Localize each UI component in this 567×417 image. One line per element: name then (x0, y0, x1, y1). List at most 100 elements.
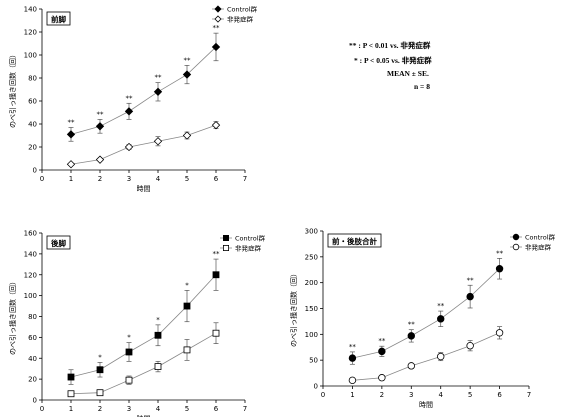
x-axis-label: 時間 (137, 185, 151, 193)
data-point (124, 107, 134, 116)
x-tick-label: 4 (156, 405, 161, 413)
y-tick-label: 150 (305, 305, 318, 313)
significance-mark: ** (126, 94, 134, 102)
sample-size-note: n = 8 (414, 82, 430, 91)
significance-mark: ** (496, 249, 504, 257)
legend-marker (222, 234, 229, 241)
chart-title: 前・後肢合計 (332, 236, 377, 246)
data-point (153, 87, 163, 96)
significance-mark: ** (184, 56, 192, 64)
y-tick-label: 250 (305, 253, 318, 261)
series-line (70, 332, 217, 395)
data-point (96, 366, 104, 374)
data-point (211, 120, 221, 130)
data-point (66, 160, 76, 169)
significance-mark: ** (467, 276, 475, 284)
y-axis-label: のべ引っ掻き回数（回） (8, 51, 17, 128)
significance-mark: * (127, 334, 131, 342)
x-tick-label: 3 (409, 391, 413, 399)
y-tick-label: 0 (314, 383, 318, 391)
legend-label: Control群 (235, 234, 265, 243)
x-tick-label: 6 (497, 391, 502, 399)
data-point (183, 302, 191, 310)
x-tick-label: 1 (350, 391, 354, 399)
series-non-onset (67, 322, 220, 398)
data-point (378, 374, 386, 382)
chart-title: 後脚 (51, 238, 66, 248)
data-point (348, 376, 357, 385)
data-point (466, 342, 474, 350)
y-tick-label: 140 (24, 6, 37, 14)
x-tick-label: 4 (438, 391, 443, 399)
legend-label: 非発症群 (235, 244, 262, 253)
x-axis-label: 時間 (137, 415, 151, 417)
y-tick-label: 60 (28, 334, 37, 342)
data-point (407, 362, 415, 370)
y-tick-label: 80 (28, 313, 37, 321)
x-tick-label: 0 (40, 405, 44, 413)
y-axis-label: のべ引っ掻き回数（回） (8, 278, 17, 355)
data-point (495, 265, 504, 273)
y-tick-label: 0 (33, 397, 37, 405)
data-point (212, 329, 220, 337)
series-control: ** ** ** ** ** ** (66, 24, 221, 142)
x-tick-label: 7 (243, 405, 247, 413)
data-point (211, 42, 221, 52)
significance-mark: * (185, 281, 189, 289)
significance-mark: ** (97, 110, 105, 118)
y-tick-label: 140 (24, 250, 37, 258)
legend-label: Control群 (525, 233, 555, 242)
series-line (70, 274, 217, 378)
x-tick-label: 3 (127, 175, 131, 183)
legend-marker (214, 5, 222, 13)
legend-label: Control群 (227, 5, 257, 14)
data-point (183, 346, 191, 354)
legend-marker (214, 15, 222, 23)
x-tick-label: 6 (214, 405, 219, 413)
data-point (378, 347, 386, 356)
data-point (466, 292, 474, 301)
series-line (352, 268, 500, 359)
significance-mark: ** (213, 24, 221, 32)
x-tick-label: 3 (127, 405, 131, 413)
series-non-onset (66, 120, 221, 169)
x-tick-label: 1 (69, 175, 73, 183)
legend-marker (512, 233, 520, 241)
data-point (96, 389, 104, 397)
x-tick-label: 4 (156, 175, 161, 183)
significance-mark: * (98, 353, 102, 361)
chart-title-box: 前脚 (46, 11, 71, 26)
y-tick-label: 80 (28, 75, 37, 83)
chart-title: 前脚 (51, 14, 66, 24)
significance-mark: ** (378, 337, 386, 345)
data-point (95, 122, 105, 131)
significance-mark: ** (68, 118, 76, 126)
x-tick-label: 5 (185, 175, 189, 183)
data-point (125, 348, 133, 356)
data-point (495, 329, 504, 337)
chart-forelimb: 0 20 40 60 80 100 120 140 0 1 2 3 4 5 6 7 時間 のべ引っ掻き回数（回） 前… (8, 5, 257, 194)
significance-mark: ** (349, 343, 357, 351)
title-frame (46, 11, 71, 26)
data-point (67, 390, 75, 398)
y-tick-label: 100 (24, 292, 37, 300)
y-tick-label: 40 (28, 121, 37, 129)
significance-note-p005: * : P < 0.05 vs. 非発症群 (354, 56, 432, 65)
data-point (212, 271, 220, 279)
y-tick-label: 120 (24, 271, 37, 279)
x-tick-label: 2 (98, 175, 102, 183)
series-line (352, 332, 500, 381)
significance-mark: ** (213, 250, 221, 258)
chart-title-box: 後脚 (46, 235, 71, 250)
y-tick-label: 20 (28, 376, 37, 384)
chart-total: 0 50 100 150 200 250 300 0 1 2 3 4 5 6 7 時間 のべ引っ掻き回数（回） 前… (289, 228, 555, 410)
x-tick-label: 0 (321, 391, 325, 399)
chart-hindlimb: 0 20 40 60 80 100 120 140 160 0 1 2 3 4 5 6 7 時間 のべ引っ掻き回数（… (8, 230, 265, 417)
data-point (437, 352, 445, 361)
data-point (66, 130, 76, 139)
series-non-onset (348, 326, 504, 385)
legend-label: 非発症群 (525, 243, 552, 252)
